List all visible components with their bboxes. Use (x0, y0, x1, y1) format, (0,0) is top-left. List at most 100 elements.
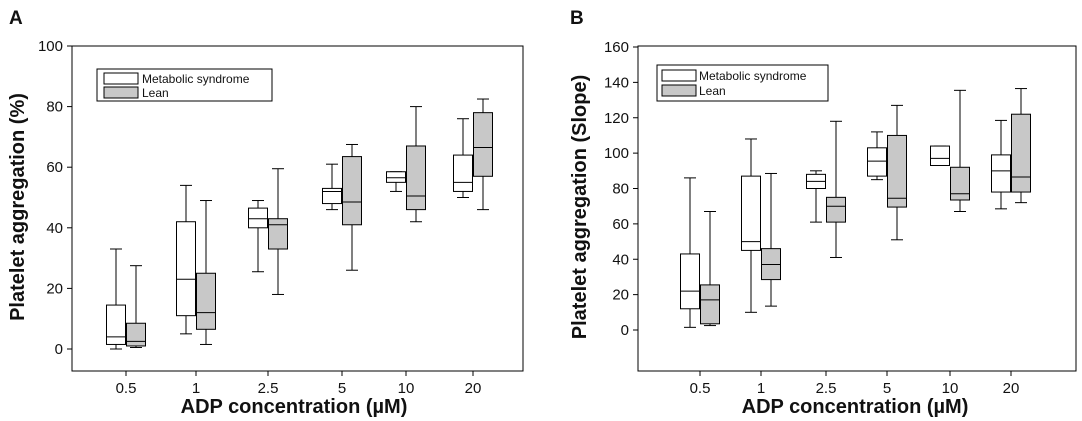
box-iqr (126, 322, 146, 347)
x-tick-label: 20 (465, 380, 482, 397)
panel-b-y-axis: 0 20 40 60 80 100 120 140 160 (604, 39, 638, 339)
x-tick-label: 10 (398, 380, 415, 397)
y-tick-label: 20 (46, 280, 63, 297)
y-tick-label: 60 (612, 216, 629, 233)
box-lean (950, 89, 970, 212)
y-tick-label: 140 (604, 74, 629, 91)
panel-a-x-axis-title: ADP concentration (µM) (181, 396, 408, 418)
panel-a-plot-frame (71, 45, 524, 372)
box-metabolic (248, 200, 268, 273)
panel-a-y-axis-title: Platelet aggregation (%) (7, 93, 29, 321)
y-tick-label: 0 (55, 341, 63, 358)
box-lean (1011, 88, 1031, 204)
x-tick-label: 1 (757, 380, 765, 397)
box-iqr (248, 207, 268, 229)
box-metabolic (867, 131, 887, 181)
box-lean (126, 265, 146, 348)
box-iqr (406, 145, 426, 211)
panel-a: A 0 20 40 60 80 100 0.5 1 2.5 5 10 20 Metabolic sy… (7, 8, 524, 418)
y-tick-label: 80 (46, 99, 63, 116)
box-iqr (1011, 113, 1031, 193)
box-iqr (887, 134, 907, 208)
box-iqr (950, 166, 970, 201)
y-tick-label: 20 (612, 287, 629, 304)
panel-b-legend-swatch-metabolic (661, 69, 697, 82)
x-tick-label: 5 (338, 380, 346, 397)
panel-a-boxes (106, 98, 493, 350)
box-metabolic (806, 170, 826, 223)
y-tick-label: 40 (46, 220, 63, 237)
panel-b-legend-label-lean: Lean (699, 84, 726, 98)
panel-b-y-axis-title: Platelet aggregation (Slope) (569, 75, 591, 339)
panel-b-x-axis-title: ADP concentration (µM) (742, 396, 969, 418)
x-tick-label: 20 (1003, 380, 1020, 397)
box-iqr (680, 253, 700, 310)
panel-b-legend-label-metabolic: Metabolic syndrome (699, 69, 807, 83)
box-iqr (867, 147, 887, 177)
box-metabolic (386, 171, 406, 192)
box-iqr (196, 272, 216, 330)
x-tick-label: 10 (942, 380, 959, 397)
box-lean (342, 143, 362, 271)
box-metabolic (322, 163, 342, 211)
box-iqr (268, 218, 288, 250)
panel-b-legend-swatch-lean (661, 84, 697, 97)
box-iqr (176, 221, 196, 317)
box-iqr (322, 187, 342, 205)
panel-a-legend-label-lean: Lean (142, 86, 169, 100)
y-tick-label: 60 (46, 159, 63, 176)
box-lean (761, 172, 781, 307)
panel-b: B 0 20 40 60 80 100 120 140 160 0.5 1 2.5 5 10 20 Met… (569, 8, 1077, 418)
box-iqr (473, 112, 493, 177)
x-tick-label: 5 (883, 380, 891, 397)
y-tick-label: 100 (38, 38, 63, 55)
box-metabolic (930, 145, 950, 167)
y-tick-label: 160 (604, 39, 629, 56)
panel-a-legend-label-metabolic: Metabolic syndrome (142, 72, 250, 86)
box-metabolic (991, 119, 1011, 210)
y-tick-label: 100 (604, 145, 629, 162)
box-lean (826, 120, 846, 258)
panel-a-y-axis: 0 20 40 60 80 100 (38, 38, 72, 358)
box-lean (887, 104, 907, 241)
box-iqr (386, 171, 406, 183)
y-tick-label: 80 (612, 181, 629, 198)
panel-a-x-axis: 0.5 1 2.5 5 10 20 (116, 371, 482, 397)
x-tick-label: 0.5 (690, 380, 711, 397)
box-metabolic (453, 118, 473, 198)
y-tick-label: 40 (612, 251, 629, 268)
box-lean (700, 210, 720, 327)
box-metabolic (106, 248, 126, 350)
box-lean (473, 98, 493, 211)
panel-b-letter: B (570, 8, 584, 29)
box-metabolic (176, 184, 196, 335)
panel-a-letter: A (9, 8, 23, 29)
panel-a-legend: Metabolic syndrome Lean (96, 68, 273, 102)
panel-b-legend: Metabolic syndrome Lean (656, 64, 829, 102)
box-iqr (700, 284, 720, 325)
x-tick-label: 2.5 (258, 380, 279, 397)
box-iqr (741, 175, 761, 251)
box-iqr (106, 304, 126, 345)
panel-a-legend-swatch-lean (103, 86, 139, 99)
box-iqr (930, 145, 950, 167)
box-metabolic (741, 138, 761, 313)
box-iqr (453, 154, 473, 192)
box-lean (406, 106, 426, 223)
x-tick-label: 1 (192, 380, 200, 397)
box-lean (268, 168, 288, 295)
box-lean (196, 200, 216, 345)
panel-a-legend-swatch-metabolic (103, 72, 139, 85)
box-metabolic (680, 177, 700, 328)
panel-b-x-axis: 0.5 1 2.5 5 10 20 (690, 371, 1020, 397)
x-tick-label: 2.5 (816, 380, 837, 397)
box-iqr (991, 154, 1011, 193)
x-tick-label: 0.5 (116, 380, 137, 397)
y-tick-label: 0 (621, 322, 629, 339)
box-iqr (342, 156, 362, 226)
panel-b-boxes (680, 88, 1031, 328)
y-tick-label: 120 (604, 110, 629, 127)
panel-b-plot-frame (637, 45, 1077, 372)
box-iqr (826, 196, 846, 223)
